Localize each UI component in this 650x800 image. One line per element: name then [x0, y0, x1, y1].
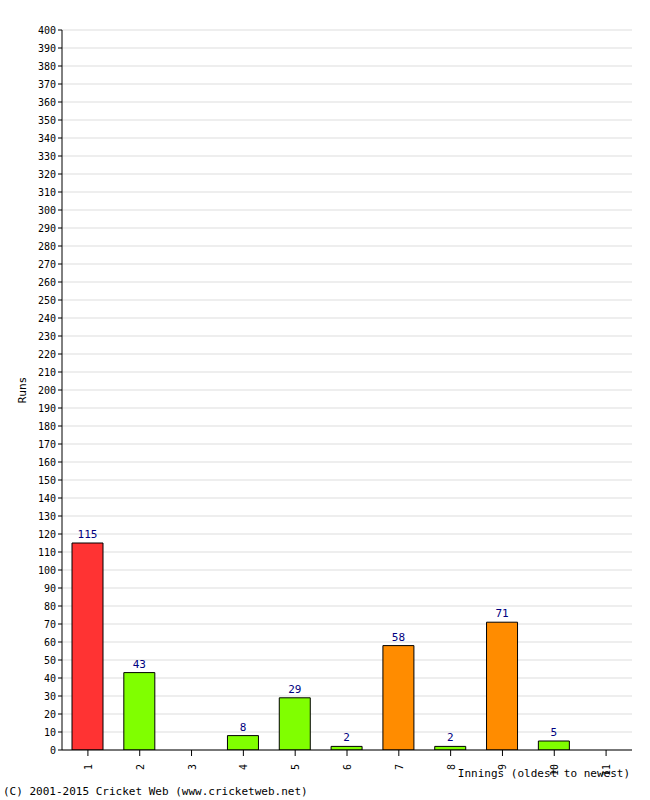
svg-text:350: 350: [38, 115, 56, 126]
svg-text:71: 71: [495, 607, 508, 620]
svg-text:Runs: Runs: [16, 377, 29, 404]
svg-text:280: 280: [38, 241, 56, 252]
svg-text:220: 220: [38, 349, 56, 360]
svg-text:1: 1: [83, 764, 94, 770]
svg-text:60: 60: [44, 637, 56, 648]
svg-text:180: 180: [38, 421, 56, 432]
svg-text:4: 4: [238, 764, 249, 770]
svg-text:310: 310: [38, 187, 56, 198]
svg-text:50: 50: [44, 655, 56, 666]
svg-text:150: 150: [38, 475, 56, 486]
svg-text:330: 330: [38, 151, 56, 162]
svg-text:2: 2: [135, 764, 146, 770]
svg-text:0: 0: [50, 745, 56, 756]
svg-text:7: 7: [394, 764, 405, 770]
svg-text:6: 6: [342, 764, 353, 770]
svg-text:5: 5: [290, 764, 301, 770]
svg-text:360: 360: [38, 97, 56, 108]
html-text:Innings (oldest to newest): Innings (oldest to newest): [457, 767, 630, 780]
svg-text:370: 370: [38, 79, 56, 90]
svg-text:43: 43: [133, 658, 146, 671]
svg-text:240: 240: [38, 313, 56, 324]
svg-text:8: 8: [446, 764, 457, 770]
svg-text:58: 58: [392, 631, 405, 644]
svg-text:40: 40: [44, 673, 56, 684]
svg-text:80: 80: [44, 601, 56, 612]
svg-text:140: 140: [38, 493, 56, 504]
svg-text:380: 380: [38, 61, 56, 72]
svg-text:8: 8: [240, 721, 247, 734]
svg-text:100: 100: [38, 565, 56, 576]
svg-text:90: 90: [44, 583, 56, 594]
svg-text:3: 3: [187, 764, 198, 770]
svg-text:260: 260: [38, 277, 56, 288]
svg-text:110: 110: [38, 547, 56, 558]
svg-text:290: 290: [38, 223, 56, 234]
svg-text:170: 170: [38, 439, 56, 450]
svg-text:10: 10: [44, 727, 56, 738]
svg-text:340: 340: [38, 133, 56, 144]
svg-text:320: 320: [38, 169, 56, 180]
svg-text:210: 210: [38, 367, 56, 378]
svg-text:390: 390: [38, 43, 56, 54]
svg-text:200: 200: [38, 385, 56, 396]
svg-text:270: 270: [38, 259, 56, 270]
svg-text:300: 300: [38, 205, 56, 216]
svg-text:130: 130: [38, 511, 56, 522]
svg-text:30: 30: [44, 691, 56, 702]
svg-text:29: 29: [288, 683, 301, 696]
svg-text:120: 120: [38, 529, 56, 540]
svg-text:5: 5: [551, 726, 558, 739]
svg-text:160: 160: [38, 457, 56, 468]
svg-text:2: 2: [447, 731, 454, 744]
svg-text:70: 70: [44, 619, 56, 630]
svg-text:400: 400: [38, 25, 56, 36]
svg-text:2: 2: [343, 731, 350, 744]
html-text:(C) 2001-2015 Cricket Web (www: (C) 2001-2015 Cricket Web (www.cricketwe…: [3, 785, 308, 798]
svg-text:190: 190: [38, 403, 56, 414]
svg-text:230: 230: [38, 331, 56, 342]
svg-text:20: 20: [44, 709, 56, 720]
svg-text:115: 115: [78, 528, 98, 541]
svg-text:250: 250: [38, 295, 56, 306]
